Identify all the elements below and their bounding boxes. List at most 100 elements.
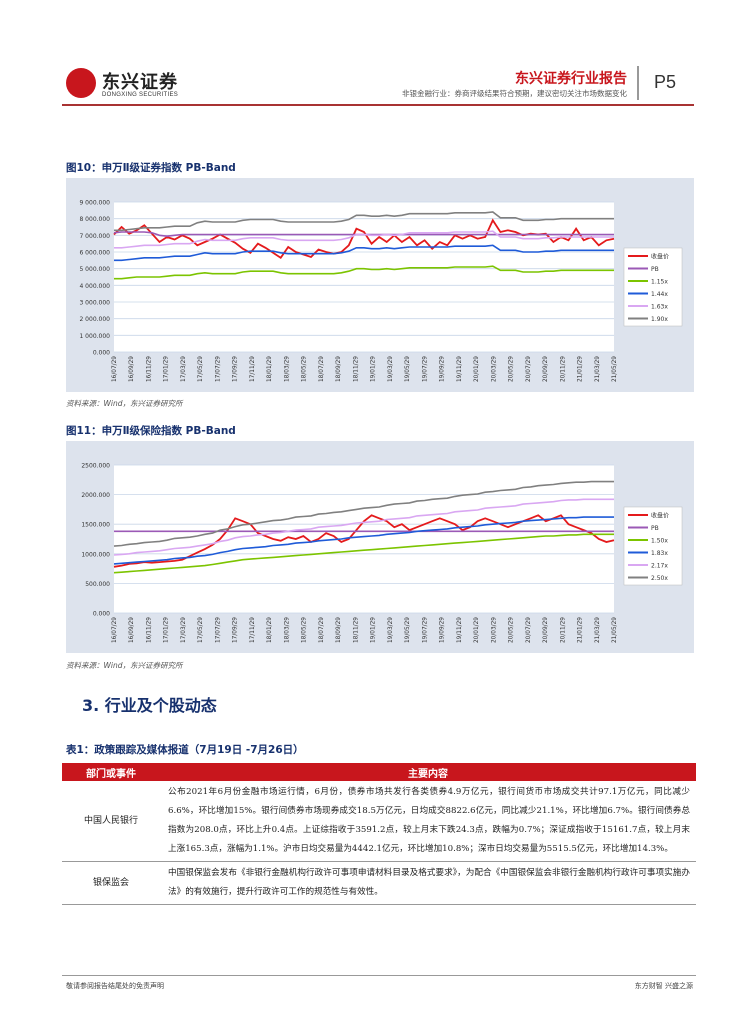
legend-label: 1.15x — [651, 279, 668, 286]
x-tick-label: 18/05/29 — [302, 617, 308, 643]
x-tick-label: 17/01/29 — [164, 356, 170, 382]
x-tick-label: 17/09/29 — [233, 356, 239, 382]
x-tick-label: 20/09/29 — [543, 617, 549, 643]
x-tick-label: 19/05/29 — [405, 356, 411, 382]
x-tick-label: 21/03/29 — [595, 356, 601, 382]
series-line-2 — [113, 533, 614, 574]
table-cell-dept: 中国人民银行 — [62, 781, 160, 862]
series-line-0 — [113, 514, 615, 568]
table-row: 中国人民银行 公布2021年6月份金融市场运行情，6月份，债券市场共发行各类债券… — [62, 781, 696, 862]
table-row: 银保监会 中国银保监会发布《非银行金融机构行政许可事项申请材料目录及格式要求》，… — [62, 861, 696, 905]
x-tick-label: 19/09/29 — [440, 356, 446, 382]
y-tick-label: 2000.000 — [81, 492, 110, 499]
table-cell-content: 公布2021年6月份金融市场运行情，6月份，债券市场共发行各类债券4.9万亿元，… — [160, 781, 696, 862]
x-tick-label: 19/11/29 — [457, 617, 463, 643]
x-tick-label: 18/01/29 — [267, 356, 273, 382]
footer-slogan: 东方财智 兴盛之源 — [634, 982, 693, 990]
page-number: P5 — [654, 72, 677, 92]
x-tick-label: 21/01/29 — [578, 356, 584, 382]
legend-label: 1.44x — [651, 291, 668, 298]
figure10-chart-box: 0.000 1 000.000 2 000.000 3 000.000 4 000.00… — [66, 178, 694, 392]
x-tick-label: 20/01/29 — [474, 617, 480, 643]
x-tick-label: 17/01/29 — [164, 617, 170, 643]
x-tick-label: 19/09/29 — [440, 617, 446, 643]
y-tick-label: 0.000 — [93, 611, 110, 618]
figure10-title: 图10：申万Ⅱ级证券指数 PB-Band — [66, 162, 236, 174]
x-tick-label: 18/11/29 — [353, 617, 359, 643]
legend-label: 2.50x — [651, 575, 668, 582]
y-tick-label: 1000.000 — [81, 551, 110, 558]
x-tick-label: 16/11/29 — [146, 356, 152, 382]
figure10-chart: 0.000 1 000.000 2 000.000 3 000.000 4 000.00… — [79, 200, 683, 382]
table-header-content: 主要内容 — [160, 763, 696, 781]
legend-label: PB — [651, 525, 659, 532]
figure10-source: 资料来源：Wind，东兴证券研究所 — [66, 399, 183, 408]
y-tick-label: 2 000.000 — [79, 316, 110, 323]
table-cell-dept: 银保监会 — [62, 861, 160, 905]
x-tick-label: 19/05/29 — [405, 617, 411, 643]
y-tick-label: 1500.000 — [81, 522, 110, 529]
x-tick-label: 18/11/29 — [353, 356, 359, 382]
x-tick-label: 19/07/29 — [422, 356, 428, 382]
x-tick-label: 19/01/29 — [371, 356, 377, 382]
series-line-4 — [113, 498, 614, 556]
x-tick-label: 20/05/29 — [509, 617, 515, 643]
table-cell-content: 中国银保监会发布《非银行金融机构行政许可事项申请材料目录及格式要求》，为配合《中… — [160, 861, 696, 905]
x-tick-label: 20/03/29 — [491, 356, 497, 382]
x-tick-label: 19/07/29 — [422, 617, 428, 643]
x-tick-label: 19/03/29 — [388, 356, 394, 382]
x-tick-label: 17/07/29 — [215, 356, 221, 382]
x-tick-label: 18/07/29 — [319, 617, 325, 643]
policy-table: 部门或事件 主要内容 中国人民银行 公布2021年6月份金融市场运行情，6月份，… — [62, 763, 696, 905]
section-title: 3. 行业及个股动态 — [82, 696, 217, 715]
y-tick-label: 0.000 — [93, 350, 110, 357]
legend-label: 2.17x — [651, 563, 668, 570]
x-tick-label: 16/07/29 — [112, 617, 118, 643]
x-tick-label: 20/01/29 — [474, 356, 480, 382]
y-tick-label: 8 000.000 — [79, 216, 110, 223]
figure11-chart-box: 0.000 500.000 1000.000 1500.000 2000.000 2500… — [66, 441, 694, 653]
footer-rule — [62, 975, 696, 976]
x-tick-label: 17/11/29 — [250, 617, 256, 643]
legend-label: 1.90x — [651, 316, 668, 323]
x-tick-label: 20/03/29 — [491, 617, 497, 643]
x-tick-label: 16/09/29 — [129, 617, 135, 643]
series-line-2 — [114, 265, 614, 280]
x-tick-label: 20/07/29 — [526, 617, 532, 643]
y-tick-label: 500.000 — [85, 581, 110, 588]
x-tick-label: 18/07/29 — [319, 356, 325, 382]
x-tick-label: 18/03/29 — [284, 356, 290, 382]
x-tick-label: 19/11/29 — [457, 356, 463, 382]
x-tick-label: 17/05/29 — [198, 617, 204, 643]
x-tick-label: 18/03/29 — [284, 617, 290, 643]
logo-name: 东兴证券 — [102, 72, 178, 93]
x-tick-label: 16/07/29 — [112, 356, 118, 382]
x-tick-label: 18/09/29 — [336, 617, 342, 643]
legend-box — [623, 247, 683, 327]
x-tick-label: 18/05/29 — [302, 356, 308, 382]
x-tick-label: 20/11/29 — [560, 617, 566, 643]
figure11-source: 资料来源：Wind，东兴证券研究所 — [66, 661, 183, 670]
legend-box — [623, 506, 683, 586]
series-line-0 — [113, 218, 615, 260]
x-tick-label: 17/09/29 — [233, 617, 239, 643]
x-tick-label: 21/01/29 — [578, 617, 584, 643]
x-tick-label: 21/03/29 — [595, 617, 601, 643]
header-divider — [637, 66, 639, 100]
series-line-3 — [114, 244, 614, 262]
x-tick-label: 21/05/29 — [612, 356, 618, 382]
legend-label: 收盘价 — [651, 253, 669, 261]
footer-disclaimer: 敬请参阅报告结尾处的免责声明 — [66, 982, 164, 990]
x-tick-label: 16/11/29 — [146, 617, 152, 643]
x-tick-label: 17/05/29 — [198, 356, 204, 382]
logo-english: DONGXING SECURITIES — [102, 92, 179, 98]
x-tick-label: 17/03/29 — [181, 617, 187, 643]
legend-label: 1.63x — [651, 304, 668, 311]
table-header-dept: 部门或事件 — [62, 763, 160, 781]
figure11-title: 图11：申万Ⅱ级保险指数 PB-Band — [66, 425, 236, 437]
x-tick-label: 21/05/29 — [612, 617, 618, 643]
x-tick-label: 20/11/29 — [560, 356, 566, 382]
report-title: 东兴证券行业报告 — [515, 71, 627, 87]
y-tick-label: 9 000.000 — [79, 200, 110, 207]
x-tick-label: 19/01/29 — [371, 617, 377, 643]
